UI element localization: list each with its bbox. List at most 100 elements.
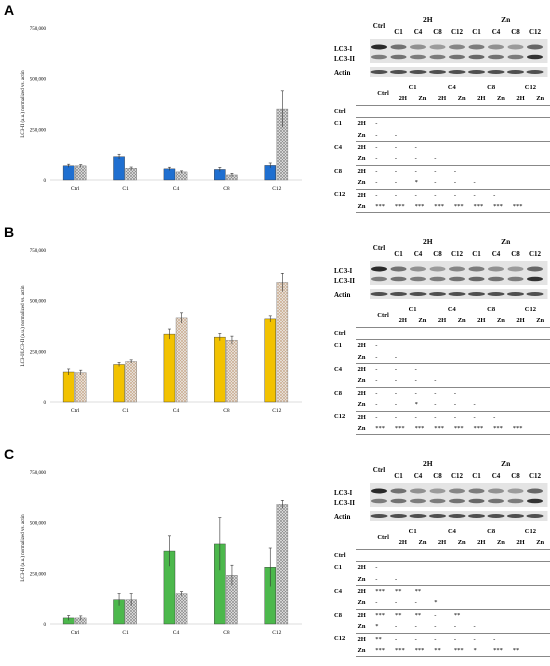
bar: [264, 318, 276, 403]
table-row-sublabel: [355, 326, 374, 340]
table-row-sublabel: 2H: [355, 632, 374, 646]
blot-lane-label: C4: [492, 250, 501, 258]
table-cell: ***: [451, 423, 472, 436]
blot-row-label: LC3-I: [334, 267, 353, 275]
table-row: C8 2H - - - - -: [332, 386, 550, 400]
table-row-sublabel: [355, 548, 374, 562]
table-row-sublabel: Zn: [357, 401, 366, 409]
table-sub-header: Zn: [496, 95, 505, 103]
table-sub-header: 2H: [477, 317, 486, 325]
table-sub-header: Zn: [496, 317, 505, 325]
table-cell: -: [375, 179, 378, 187]
lc3-i-band: [390, 266, 407, 272]
table-cell: [530, 621, 550, 633]
bar: [113, 156, 125, 181]
table-cell: [530, 201, 550, 214]
blot-lane-label: C1: [472, 250, 481, 258]
table-cell: [491, 352, 511, 364]
lc3-ii-band: [468, 54, 485, 60]
table-row-label: [332, 177, 356, 189]
table-cell: -: [473, 623, 476, 631]
table-cell: [472, 597, 492, 609]
table-row: Zn *** *** *** ** *** * *** **: [332, 645, 550, 658]
table-cell: [491, 574, 511, 586]
table-cell: ***: [392, 423, 413, 436]
table-row-sublabel: Zn: [357, 623, 366, 631]
table-cell: [530, 153, 550, 165]
table-cell: -: [471, 188, 492, 202]
table-cell: ***: [373, 201, 393, 214]
lc3-i-band: [449, 488, 465, 494]
table-cell: ***: [451, 201, 472, 214]
table-row-label: C8: [334, 611, 342, 619]
table-row-label: Ctrl: [334, 329, 346, 337]
actin-band: [429, 70, 446, 74]
table-row: Zn - - - *: [332, 597, 550, 609]
western-blot: 2H Zn Ctrl C1 C4 C8 C12 C1 C4 C8 C12 LC3-I LC3-II Act…: [334, 237, 548, 299]
table-cell: ***: [432, 423, 452, 436]
table-cell: -: [491, 632, 511, 646]
lc3-ii-band: [390, 276, 407, 282]
table-sub-header: 2H: [398, 95, 407, 103]
x-tick-label: C1: [122, 630, 129, 636]
table-cell: -: [392, 363, 413, 376]
table-cell: [530, 363, 550, 376]
table-sub-header: Zn: [536, 95, 545, 103]
table-row: C1 2H -: [332, 339, 550, 352]
table-cell: [530, 410, 550, 424]
blot-lane-label: C12: [451, 250, 464, 258]
western-blot: 2H Zn Ctrl C1 C4 C8 C12 C1 C4 C8 C12 LC3-I LC3-II Act…: [334, 459, 548, 521]
table-cell: [412, 548, 433, 562]
table-row: Zn *** *** *** *** *** *** *** ***: [332, 423, 550, 436]
table-row: Zn - - * - - -: [332, 399, 550, 411]
table-cell: [530, 561, 550, 574]
table-row: Ctrl: [332, 548, 550, 562]
y-axis-label: LC3-II (a.u.) normalized vs. actin: [21, 514, 26, 582]
table-row: C1 2H -: [332, 117, 550, 130]
x-tick-label: Ctrl: [71, 630, 80, 636]
table-sub-header: Zn: [418, 95, 427, 103]
blot-membrane: [370, 483, 548, 507]
table-sub-header: 2H: [516, 317, 525, 325]
table-cell: -: [373, 561, 393, 574]
table-sub-header: 2H: [516, 539, 525, 547]
table-cell: ***: [451, 645, 472, 658]
table-row-sublabel: Zn: [357, 155, 366, 163]
table-row-sublabel: [355, 104, 374, 118]
table-cell: **: [451, 608, 472, 622]
table-cell: [471, 104, 492, 118]
table-cell: -: [453, 623, 457, 631]
actin-band: [409, 514, 427, 518]
table-cell: -: [394, 353, 398, 361]
table-cell: -: [373, 386, 393, 400]
table-cell: [510, 164, 531, 178]
lc3-ii-band: [449, 276, 465, 282]
blot-group-label: 2H: [423, 15, 433, 24]
table-cell: [530, 399, 550, 411]
table-sub-header: Zn: [418, 317, 427, 325]
lc3-ii-band: [507, 498, 524, 504]
table-cell: -: [373, 410, 393, 424]
x-tick-label: C12: [272, 408, 281, 414]
table-sub-header: Zn: [496, 539, 505, 547]
lc3-i-band: [507, 488, 524, 494]
blot-lane-label: C12: [451, 472, 464, 480]
actin-band: [526, 292, 544, 296]
table-cell: [451, 141, 472, 154]
table-cell: -: [434, 179, 437, 187]
table-cell: [510, 363, 531, 376]
lc3-i-band: [371, 488, 387, 494]
table-cell: ***: [510, 201, 531, 214]
significance-table: Ctrl C1 C4 C8 C12 2H Zn 2H Zn 2H Zn 2H Zn Ctrl C1 2H - Zn…: [332, 304, 550, 436]
table-cell: [530, 117, 550, 130]
table-cell: [451, 117, 472, 130]
actin-band: [448, 514, 466, 518]
actin-band: [409, 292, 427, 296]
table-cell: [432, 130, 452, 142]
table-cell: [530, 632, 550, 646]
lc3-i-band: [468, 266, 485, 272]
table-cell: [511, 130, 531, 142]
table-row: Zn - -: [332, 574, 550, 586]
table-cell: [471, 141, 492, 154]
blot-lane-label: C4: [492, 472, 501, 480]
